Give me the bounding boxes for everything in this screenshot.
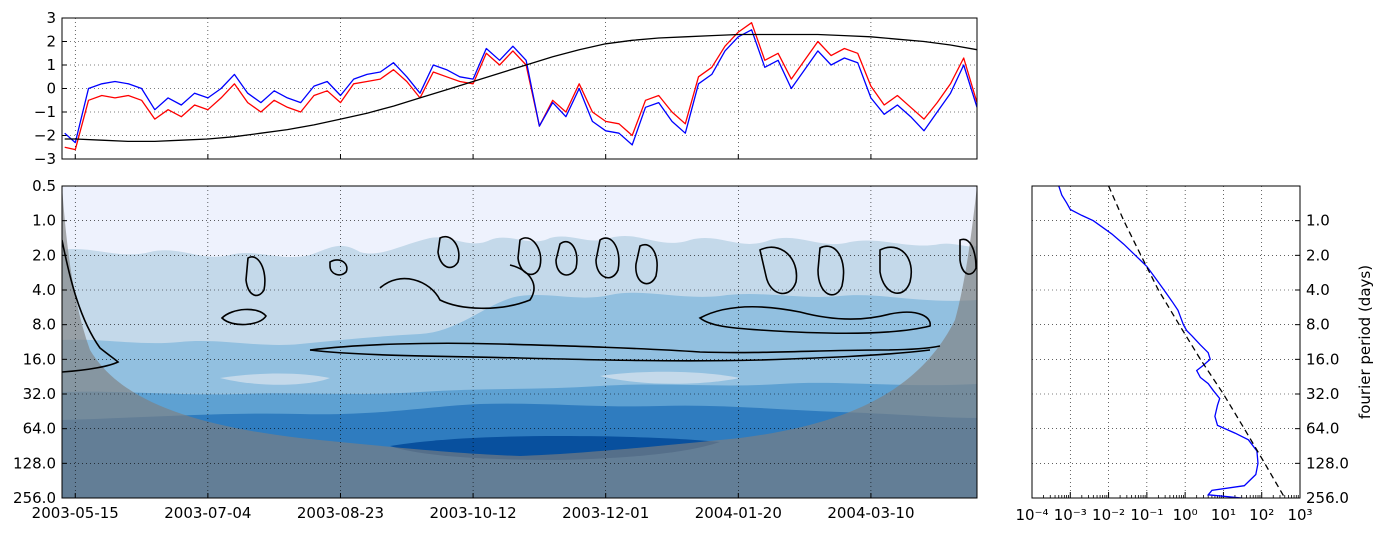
time-series-y-tick-label: −2 (34, 127, 56, 145)
wavelet-x-tick-label: 2003-08-23 (297, 504, 384, 522)
wavelet-y-tick-label: 16.0 (23, 350, 56, 368)
wavelet-y-tick-label: 2.0 (32, 246, 56, 264)
wavelet-x-ticks: 2003-05-15 2003-07-04 2003-08-23 2003-10-12… (32, 504, 915, 522)
time-series-panel: 3 2 1 0 −1 −2 −3 (34, 9, 978, 168)
global-spectrum-panel: 10⁻⁴ 10⁻³ 10⁻² 10⁻¹ 10⁰ 10¹ 10² 10³ 1.0 2.0 4.0 8.… (1015, 185, 1374, 524)
wavelet-y-tick-label: 128.0 (13, 454, 56, 472)
time-series-y-tick-label: 2 (46, 33, 56, 51)
global-spectrum-y-ticks: 1.0 2.0 4.0 8.0 16.0 32.0 64.0 128.0 256.0 (1306, 212, 1349, 507)
time-series-y-tick-label: 0 (46, 80, 56, 98)
wavelet-x-tick-label: 2003-07-04 (164, 504, 251, 522)
global-spectrum-x-tick-label: 10⁻¹ (1130, 506, 1163, 524)
time-series-y-tick-label: 3 (46, 9, 56, 27)
time-series-frame (61, 17, 978, 160)
global-spectrum-x-tick-label: 10² (1249, 506, 1274, 524)
global-spectrum-y-tick-label: 128.0 (1306, 454, 1349, 472)
wavelet-y-tick-label: 4.0 (32, 281, 56, 299)
global-spectrum-x-ticks: 10⁻⁴ 10⁻³ 10⁻² 10⁻¹ 10⁰ 10¹ 10² 10³ (1015, 506, 1312, 524)
global-spectrum-x-tick-label: 10⁻³ (1054, 506, 1087, 524)
wavelet-patch-light-a (220, 373, 330, 385)
global-spectrum-y-tick-label: 8.0 (1306, 316, 1330, 334)
global-spectrum-x-tick-label: 10¹ (1211, 506, 1236, 524)
wavelet-x-tick-label: 2003-05-15 (32, 504, 119, 522)
time-series-grid (62, 17, 977, 160)
time-series-lines (64, 22, 977, 151)
global-spectrum-y-tick-label: 64.0 (1306, 420, 1339, 438)
global-spectrum-line-solid (1058, 186, 1259, 498)
wavelet-x-tick-label: 2004-03-10 (827, 504, 914, 522)
time-series-y-tick-label: −1 (34, 103, 56, 121)
wavelet-y-tick-label: 256.0 (13, 489, 56, 507)
global-spectrum-frame (1031, 185, 1301, 499)
global-spectrum-y-tick-label: 1.0 (1306, 212, 1330, 230)
global-spectrum-y-tick-label: 16.0 (1306, 350, 1339, 368)
wavelet-x-tick-label: 2003-12-01 (562, 504, 649, 522)
global-spectrum-y-tick-label: 2.0 (1306, 246, 1330, 264)
wavelet-power-panel: 0.5 1.0 2.0 4.0 8.0 16.0 32.0 64.0 128.0 256.0 20… (13, 177, 978, 522)
global-spectrum-plot-area (1032, 186, 1300, 498)
global-spectrum-y-tick-label: 4.0 (1306, 281, 1330, 299)
wavelet-y-tick-label: 64.0 (23, 420, 56, 438)
global-spectrum-x-tick-label: 10⁻⁴ (1015, 506, 1048, 524)
time-series-y-tick-label: 1 (46, 56, 56, 74)
wavelet-frame (61, 185, 978, 499)
time-series-plot-area (62, 18, 977, 159)
significance-contours (62, 235, 977, 373)
global-spectrum-lines (1058, 186, 1286, 498)
global-spectrum-x-tick-label: 10⁰ (1173, 506, 1198, 524)
global-spectrum-x-tick-label: 10⁻² (1092, 506, 1125, 524)
wavelet-y-ticks: 0.5 1.0 2.0 4.0 8.0 16.0 32.0 64.0 128.0 256.0 (13, 177, 56, 507)
time-series-line-2 (64, 33, 977, 143)
cone-of-influence (62, 186, 977, 498)
time-series-line-1 (64, 29, 977, 146)
global-spectrum-y-tick-label: 32.0 (1306, 385, 1339, 403)
wavelet-y-tick-label: 0.5 (32, 177, 56, 195)
wavelet-x-tick-label: 2004-01-20 (695, 504, 782, 522)
time-series-y-tick-label: −3 (34, 150, 56, 168)
global-spectrum-y-tick-label: 256.0 (1306, 489, 1349, 507)
wavelet-patch-light-b (600, 371, 740, 384)
wavelet-y-tick-label: 32.0 (23, 385, 56, 403)
wavelet-y-tick-label: 1.0 (32, 212, 56, 230)
time-series-line-0 (64, 22, 977, 151)
time-series-y-ticks: 3 2 1 0 −1 −2 −3 (34, 9, 56, 168)
global-spectrum-y-label: fourier period (days) (1356, 265, 1374, 419)
global-spectrum-x-tick-label: 10³ (1287, 506, 1312, 524)
wavelet-grid (62, 185, 977, 499)
wavelet-x-tick-label: 2003-10-12 (429, 504, 516, 522)
wavelet-y-tick-label: 8.0 (32, 316, 56, 334)
